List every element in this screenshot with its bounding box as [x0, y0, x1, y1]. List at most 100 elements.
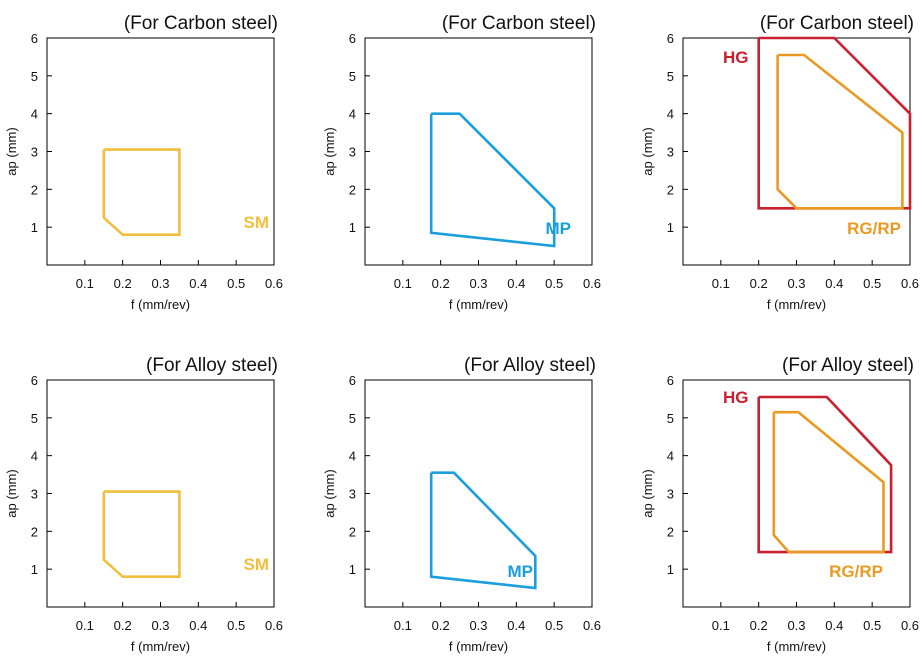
chart-panel-3: (For Carbon steel) 0.1 0.2 0.3 0.4 0.5 0.6 1 2 3 4… [640, 13, 919, 312]
region-sm [102, 490, 181, 579]
x-tick-label: 0.6 [901, 618, 919, 633]
chart-title: (For Carbon steel) [760, 13, 914, 34]
x-tick-label: 0.2 [750, 276, 768, 291]
x-tick-label: 0.6 [583, 618, 601, 633]
x-tick-label: 0.3 [469, 276, 487, 291]
y-tick-label: 3 [31, 487, 38, 502]
y-tick-label: 1 [667, 220, 674, 235]
y-axis-label: ap (mm) [322, 469, 337, 517]
y-tick-label: 1 [667, 562, 674, 577]
y-tick-label: 5 [667, 69, 674, 84]
chart-title: (For Carbon steel) [442, 13, 596, 34]
y-tick-label: 6 [31, 31, 38, 46]
y-axis-label: ap (mm) [640, 127, 655, 175]
region-rg-rp [776, 53, 904, 210]
x-axis-label: f (mm/rev) [767, 297, 826, 312]
x-tick-label: 0.3 [151, 618, 169, 633]
y-tick-label: 5 [31, 411, 38, 426]
y-tick-label: 4 [349, 107, 356, 122]
y-tick-label: 3 [31, 145, 38, 160]
x-tick-label: 0.6 [265, 276, 283, 291]
region-label: MP [546, 219, 572, 238]
y-tick-label: 4 [349, 449, 356, 464]
y-axis-label: ap (mm) [322, 127, 337, 175]
plot-frame [364, 379, 593, 608]
y-tick-label: 4 [667, 449, 674, 464]
region-label: HG [723, 48, 749, 67]
x-axis-label: f (mm/rev) [767, 639, 826, 654]
y-tick-label: 5 [667, 411, 674, 426]
y-tick-label: 6 [349, 373, 356, 388]
x-tick-label: 0.2 [750, 618, 768, 633]
y-tick-label: 1 [349, 220, 356, 235]
x-axis-label: f (mm/rev) [131, 297, 190, 312]
y-tick-label: 6 [31, 373, 38, 388]
x-tick-label: 0.4 [507, 618, 525, 633]
chart-title: (For Alloy steel) [146, 355, 278, 376]
x-axis-label: f (mm/rev) [449, 297, 508, 312]
region-label: MP [508, 562, 534, 581]
y-tick-label: 4 [31, 449, 38, 464]
y-tick-label: 5 [31, 69, 38, 84]
x-tick-label: 0.5 [863, 618, 881, 633]
x-axis-label: f (mm/rev) [449, 639, 508, 654]
region-label: SM [244, 555, 270, 574]
x-tick-label: 0.3 [151, 276, 169, 291]
x-tick-label: 0.1 [712, 618, 730, 633]
region-mp [429, 471, 537, 590]
x-tick-label: 0.5 [863, 276, 881, 291]
x-tick-label: 0.5 [227, 276, 245, 291]
x-tick-label: 0.6 [901, 276, 919, 291]
x-tick-label: 0.6 [265, 618, 283, 633]
x-tick-label: 0.2 [432, 618, 450, 633]
chart-panel-5: (For Alloy steel) 0.1 0.2 0.3 0.4 0.5 0.6 1 2 3 4 5… [322, 355, 601, 654]
y-axis-label: ap (mm) [4, 469, 19, 517]
chart-title: (For Carbon steel) [124, 13, 278, 34]
region-label: HG [723, 388, 749, 407]
x-tick-label: 0.2 [432, 276, 450, 291]
y-tick-label: 1 [349, 562, 356, 577]
y-tick-label: 6 [667, 31, 674, 46]
x-tick-label: 0.4 [189, 276, 207, 291]
x-tick-label: 0.1 [394, 276, 412, 291]
chart-title: (For Alloy steel) [782, 355, 914, 376]
chart-panel-2: (For Carbon steel) 0.1 0.2 0.3 0.4 0.5 0.6 1 2 3 4… [322, 13, 601, 312]
x-tick-label: 0.1 [76, 618, 94, 633]
x-tick-label: 0.1 [76, 276, 94, 291]
y-tick-label: 2 [31, 524, 38, 539]
x-axis-label: f (mm/rev) [131, 639, 190, 654]
x-tick-label: 0.4 [825, 276, 843, 291]
x-tick-label: 0.5 [227, 618, 245, 633]
region-label: RG/RP [829, 562, 883, 581]
x-tick-label: 0.1 [394, 618, 412, 633]
y-tick-label: 4 [667, 107, 674, 122]
x-tick-label: 0.4 [507, 276, 525, 291]
plot-frame [46, 37, 275, 266]
region-hg [757, 36, 912, 210]
y-tick-label: 5 [349, 69, 356, 84]
x-tick-label: 0.2 [114, 618, 132, 633]
y-tick-label: 2 [349, 182, 356, 197]
region-sm [102, 148, 181, 236]
y-tick-label: 2 [31, 182, 38, 197]
x-tick-label: 0.3 [787, 276, 805, 291]
region-hg [757, 395, 893, 554]
x-tick-label: 0.3 [469, 618, 487, 633]
chart-panel-1: (For Carbon steel) 0.1 0.2 0.3 0.4 0.5 0.6 1 2 3 4… [4, 13, 283, 312]
x-tick-label: 0.2 [114, 276, 132, 291]
y-tick-label: 2 [667, 182, 674, 197]
plot-frame [46, 379, 275, 608]
region-mp [429, 112, 556, 248]
y-tick-label: 5 [349, 411, 356, 426]
region-label: RG/RP [847, 219, 901, 238]
chart-panel-6: (For Alloy steel) 0.1 0.2 0.3 0.4 0.5 0.6 1 2 3 4 5… [640, 355, 919, 654]
y-tick-label: 3 [349, 487, 356, 502]
y-axis-label: ap (mm) [4, 127, 19, 175]
chart-title: (For Alloy steel) [464, 355, 596, 376]
y-tick-label: 1 [31, 562, 38, 577]
x-tick-label: 0.6 [583, 276, 601, 291]
x-tick-label: 0.1 [712, 276, 730, 291]
x-tick-label: 0.5 [545, 276, 563, 291]
x-tick-label: 0.3 [787, 618, 805, 633]
